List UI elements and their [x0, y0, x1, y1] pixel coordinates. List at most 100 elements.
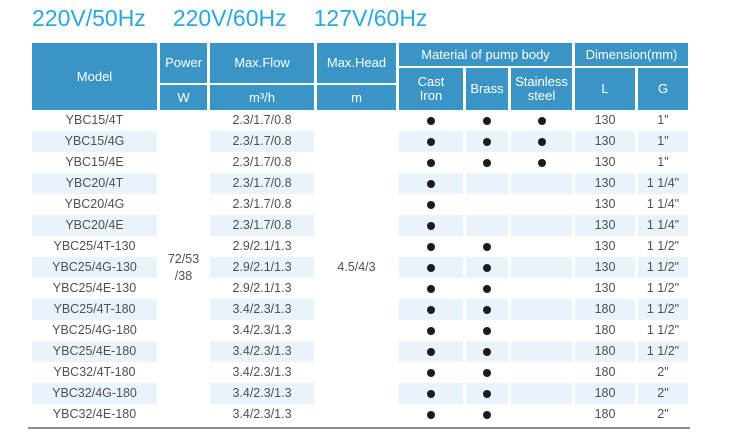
stainless-steel-cell	[511, 257, 572, 278]
header-power-column: Power W	[160, 43, 207, 110]
dimension-g-cell: 1 1/2"	[638, 257, 688, 278]
max-flow-cell: 2.3/1.7/0.8	[210, 215, 314, 236]
material-dot	[427, 137, 435, 146]
material-dot	[427, 263, 435, 272]
max-head-merged-cell: 4.5/4/3	[317, 110, 396, 425]
stainless-steel-cell	[511, 320, 572, 341]
dimension-g-cell: 1"	[657, 113, 669, 127]
dimension-l-cell: 130	[594, 239, 616, 253]
material-dot	[427, 200, 435, 209]
header-max-head-column: Max.Head m	[317, 43, 396, 110]
voltage-label-2: 220V/60Hz	[172, 5, 287, 31]
header-max-flow-column: Max.Flow m³/h	[210, 43, 314, 110]
dimension-l-cell: 130	[594, 113, 616, 127]
dimension-l-cell: 130	[594, 155, 616, 169]
dimension-g-cell: 2"	[657, 407, 669, 421]
material-dot	[537, 158, 546, 167]
dimension-g-cell: 1 1/2"	[646, 281, 680, 295]
brass-cell	[466, 215, 508, 236]
brass-cell	[466, 257, 508, 278]
header-brass: Brass	[466, 68, 508, 110]
column-max-flow: 2.3/1.7/0.8 2.3/1.7/0.8 2.3/1.7/0.8 2.3/1.7…	[210, 110, 314, 425]
model-cell: YBC32/4G-180	[32, 383, 157, 404]
dimension-l-cell: 180	[594, 365, 616, 379]
header-cast-iron: Cast Iron	[399, 68, 463, 110]
header-dimension-l: L	[575, 68, 635, 110]
stainless-steel-cell	[511, 194, 572, 215]
power-merged-cell: 72/53/38	[160, 110, 207, 425]
dimension-l-cell: 130	[575, 215, 635, 236]
material-dot	[427, 389, 435, 398]
material-dot	[427, 221, 435, 230]
dimension-g-cell: 1 1/4"	[646, 197, 680, 211]
material-dot	[483, 326, 491, 335]
column-dimension-l: 130 130 130 130 130 130 130 130 130 180 180 180 180 1…	[575, 110, 635, 425]
brass-cell	[466, 383, 508, 404]
header-power: Power	[160, 43, 207, 83]
brass-cell	[466, 194, 508, 215]
dimension-g-cell: 1 1/4"	[638, 215, 688, 236]
cast-iron-cell	[399, 131, 463, 152]
dimension-g-cell: 1 1/2"	[646, 323, 680, 337]
cast-iron-cell	[399, 257, 463, 278]
header-max-flow: Max.Flow	[210, 43, 314, 83]
table-header: Model Power W Max.Flow m³/h Max.Head m M…	[32, 43, 688, 110]
max-flow-cell: 3.4/2.3/1.3	[232, 323, 292, 337]
max-flow-cell: 3.4/2.3/1.3	[210, 299, 314, 320]
header-material-of-pump-body: Material of pump body	[399, 43, 572, 66]
cast-iron-cell	[399, 152, 463, 173]
header-max-head-unit: m	[317, 85, 396, 110]
brass-cell	[466, 131, 508, 152]
material-dot	[537, 116, 546, 125]
table-body: YBC15/4T YBC15/4G YBC15/4E YBC20/4T YBC20/4G…	[32, 110, 688, 425]
max-flow-cell: 3.4/2.3/1.3	[232, 365, 292, 379]
stainless-steel-cell	[511, 173, 572, 194]
stainless-steel-cell	[511, 278, 572, 299]
model-cell: YBC32/4E-180	[52, 407, 137, 421]
dimension-l-cell: 130	[575, 131, 635, 152]
stainless-steel-cell	[511, 383, 572, 404]
dimension-g-cell: 1"	[657, 155, 669, 169]
cast-iron-cell	[399, 320, 463, 341]
model-cell: YBC25/4G-180	[52, 323, 137, 337]
brass-cell	[466, 278, 508, 299]
brass-cell	[466, 152, 508, 173]
brass-cell	[466, 299, 508, 320]
max-flow-cell: 2.3/1.7/0.8	[210, 173, 314, 194]
dimension-g-cell: 1 1/2"	[646, 239, 680, 253]
dimension-g-cell: 2"	[657, 365, 669, 379]
max-flow-cell: 2.9/2.1/1.3	[232, 281, 292, 295]
material-dot	[483, 137, 491, 146]
material-dot	[427, 326, 435, 335]
column-material-brass	[466, 110, 508, 425]
header-dimension-subrow: L G	[575, 68, 688, 110]
material-dot	[427, 368, 435, 377]
stainless-steel-cell	[511, 299, 572, 320]
stainless-steel-cell	[511, 236, 572, 257]
cast-iron-cell	[399, 383, 463, 404]
pump-spec-table: Model Power W Max.Flow m³/h Max.Head m M…	[32, 43, 688, 425]
material-dot	[483, 368, 491, 377]
dimension-g-cell: 1"	[638, 131, 688, 152]
brass-cell	[466, 404, 508, 425]
header-stainless-steel: Stainless steel	[511, 68, 572, 110]
material-dot	[483, 116, 491, 125]
dimension-l-cell: 130	[594, 281, 616, 295]
stainless-steel-cell	[511, 215, 572, 236]
page-title: 220V/50Hz 220V/60Hz 127V/60Hz	[32, 5, 427, 32]
max-flow-cell: 2.3/1.7/0.8	[232, 155, 292, 169]
model-cell: YBC25/4E-180	[32, 341, 157, 362]
dimension-l-cell: 180	[575, 341, 635, 362]
dimension-g-cell: 2"	[638, 383, 688, 404]
header-dimension-group: Dimension(mm) L G	[575, 43, 688, 110]
cast-iron-cell	[399, 194, 463, 215]
model-cell: YBC25/4T-130	[53, 239, 136, 253]
header-max-head: Max.Head	[317, 43, 396, 83]
power-value-line1: 72/53	[167, 251, 200, 266]
material-dot	[427, 158, 435, 167]
column-material-cast-iron	[399, 110, 463, 425]
model-cell: YBC20/4E	[32, 215, 157, 236]
bottom-rule	[28, 427, 690, 429]
column-material-stainless-steel	[511, 110, 572, 425]
